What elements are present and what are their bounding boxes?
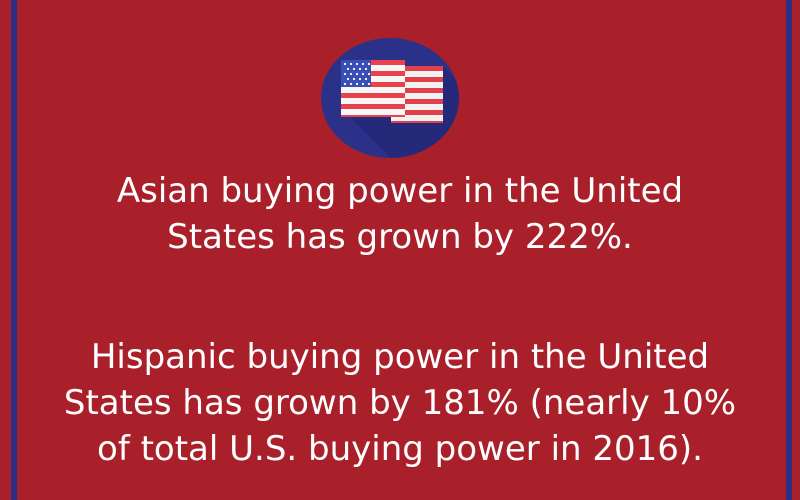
asian-line-2: States has grown by 222%. [167,217,633,257]
asian-buying-power-paragraph: Asian buying power in the United States … [30,168,770,260]
left-border-stripe [0,0,17,500]
right-border-stripe [784,0,800,500]
asian-line-1: Asian buying power in the United [116,171,684,211]
hispanic-line-2: States has grown by 181% (nearly 10% [63,383,737,423]
us-flag-icon [341,60,459,158]
hispanic-line-1: Hispanic buying power in the United [90,337,710,377]
flag-badge [321,38,459,158]
hispanic-buying-power-paragraph: Hispanic buying power in the United Stat… [30,334,770,472]
hispanic-line-3: of total U.S. buying power in 2016). [97,429,703,469]
